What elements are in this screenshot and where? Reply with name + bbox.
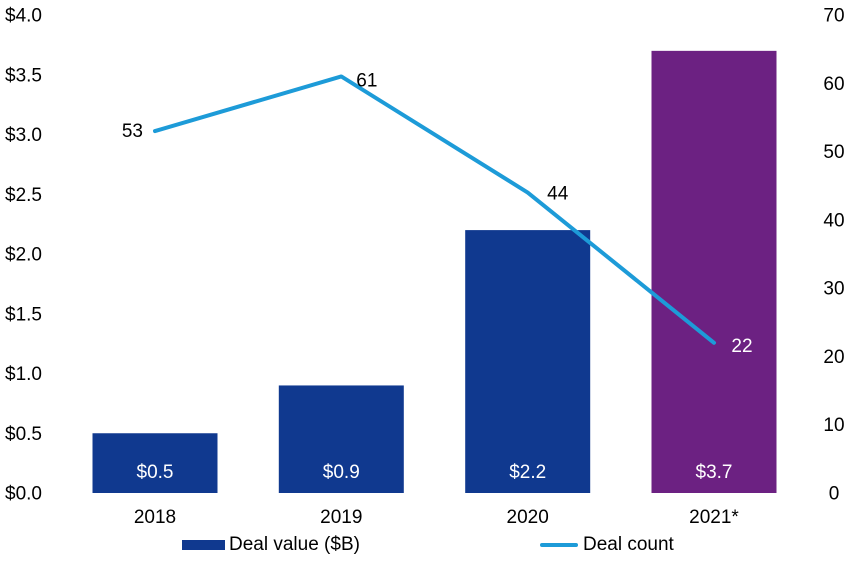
y-axis-right-tick-label: 10 <box>823 415 844 436</box>
y-axis-left-tick-label: $2.0 <box>5 245 42 266</box>
bar-value-label: $3.7 <box>696 462 733 483</box>
y-axis-left-tick-label: $3.0 <box>5 125 42 146</box>
deal-count-line <box>153 74 716 345</box>
x-axis-label-2019: 2019 <box>320 507 362 528</box>
y-axis-left-tick-label: $1.0 <box>5 364 42 385</box>
bar-value-label: $2.2 <box>509 462 546 483</box>
y-axis-right-tick-label: 60 <box>823 74 844 95</box>
y-axis-left-tick-label: $3.5 <box>5 65 42 86</box>
y-axis-right-tick-label: 70 <box>823 6 844 27</box>
deal-count-line-group: 53 61 44 22 <box>122 70 753 356</box>
y-axis-right-tick-label: 0 <box>829 484 840 505</box>
bar-2018 <box>92 433 218 493</box>
bar-2020 <box>465 230 591 493</box>
x-axis-labels: 2018 2019 2020 2021* <box>134 507 740 528</box>
line-point-label: 22 <box>731 336 752 357</box>
y-axis-left-tick-label: $2.5 <box>5 185 42 206</box>
y-axis-left: $0.0 $0.5 $1.0 $1.5 $2.0 $2.5 $3.0 $3.5 $4.0 <box>5 6 42 505</box>
y-axis-right-tick-label: 30 <box>823 279 844 300</box>
y-axis-right-tick-label: 50 <box>823 142 844 163</box>
deal-value-swatch-icon <box>182 540 225 550</box>
x-axis-label-2020: 2020 <box>507 507 549 528</box>
bar-value-label: $0.9 <box>323 462 360 483</box>
bar-value-label: $0.5 <box>137 462 174 483</box>
legend-label-deal-count: Deal count <box>583 534 674 555</box>
bar-2021 <box>651 50 777 493</box>
x-axis-label-2018: 2018 <box>134 507 176 528</box>
y-axis-right-tick-label: 20 <box>823 347 844 368</box>
y-axis-left-tick-label: $0.0 <box>5 484 42 505</box>
legend-item-deal-count: Deal count <box>540 534 674 556</box>
y-axis-left-tick-label: $4.0 <box>5 6 42 27</box>
bar-2019 <box>278 385 404 493</box>
x-axis-label-2021: 2021* <box>689 507 739 528</box>
deal-count-swatch-icon <box>540 543 578 547</box>
line-point-label: 44 <box>547 184 569 205</box>
bars-group: $0.5 $0.9 $2.2 $3.7 <box>92 50 777 493</box>
y-axis-left-tick-label: $0.5 <box>5 424 42 445</box>
y-axis-right: 0 10 20 30 40 50 60 70 <box>823 6 844 505</box>
line-point-label: 61 <box>356 70 377 91</box>
line-point-label: 53 <box>122 121 143 142</box>
legend-label-deal-value: Deal value ($B) <box>229 534 360 555</box>
legend-item-deal-value: Deal value ($B) <box>182 534 360 556</box>
y-axis-left-tick-label: $1.5 <box>5 304 42 325</box>
y-axis-right-tick-label: 40 <box>823 210 844 231</box>
